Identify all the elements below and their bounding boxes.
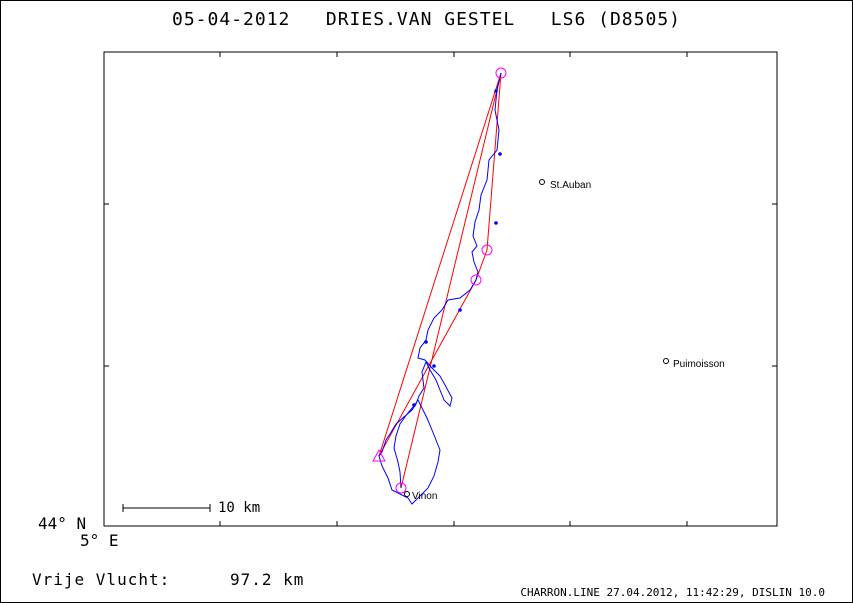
town-label-puimoisson: Puimoisson xyxy=(673,359,725,370)
latitude-label: 44° N xyxy=(38,514,87,533)
town-marker-stauban xyxy=(539,179,545,185)
axis-ticks xyxy=(104,52,777,526)
scale-bar xyxy=(122,504,211,512)
turnpoint-marker xyxy=(470,274,482,286)
longitude-label: 5° E xyxy=(80,531,119,550)
flight-track xyxy=(378,72,502,505)
finish-marker xyxy=(395,482,407,494)
town-marker-vinon xyxy=(404,491,410,497)
track-direction-markers xyxy=(412,89,502,407)
plot-area xyxy=(103,51,778,527)
turnpoint-marker xyxy=(481,244,493,256)
town-label-vinon: Vinon xyxy=(412,491,438,502)
turnpoint-triangle-marker xyxy=(372,448,386,462)
turnpoint-markers xyxy=(372,67,507,494)
flight-title: 05-04-2012 DRIES.VAN GESTEL LS6 (D8505) xyxy=(172,9,681,30)
start-marker xyxy=(495,67,507,79)
town-label-stauban: St.Auban xyxy=(550,180,592,191)
task-line xyxy=(378,72,502,489)
scale-bar-label: 10 km xyxy=(218,500,261,516)
distance-value: 97.2 km xyxy=(230,570,305,589)
footer-info: CHARRON.LINE 27.04.2012, 11:42:29, DISLI… xyxy=(520,586,825,599)
town-markers xyxy=(404,179,669,497)
town-marker-puimoisson xyxy=(663,358,669,364)
distance-label: Vrije Vlucht: xyxy=(32,570,171,589)
